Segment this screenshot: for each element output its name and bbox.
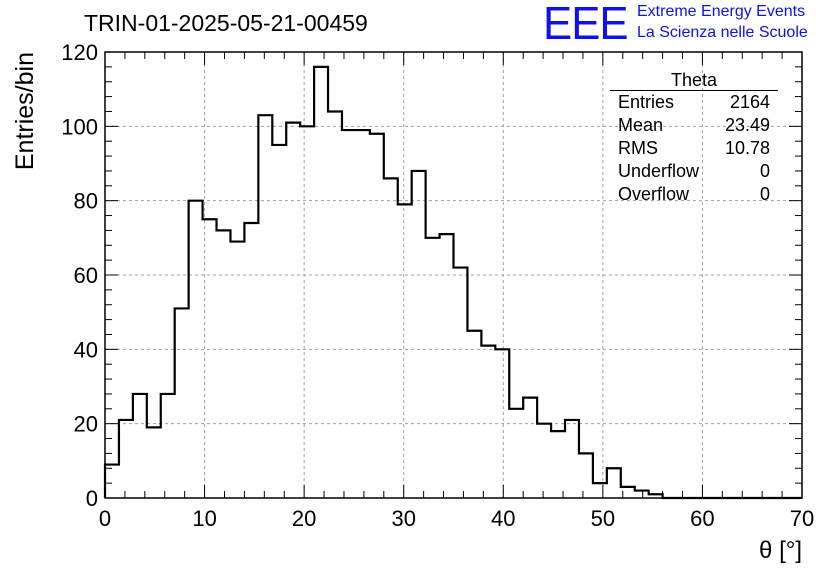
stats-value: 2164 xyxy=(729,92,770,112)
y-axis-label: Entries/bin xyxy=(11,52,39,170)
stats-label: RMS xyxy=(618,138,658,158)
histogram-bin xyxy=(579,453,593,498)
stats-row-underflow: Underflow 0 xyxy=(610,160,778,183)
histogram-bin xyxy=(161,394,175,498)
x-tick-label: 30 xyxy=(391,506,415,531)
histogram-bin xyxy=(370,134,384,498)
histogram-bin xyxy=(258,115,272,498)
x-tick-label: 60 xyxy=(690,506,714,531)
y-tick-label: 100 xyxy=(61,114,98,139)
stats-label: Mean xyxy=(618,115,664,135)
histogram-bin xyxy=(635,491,649,498)
stats-label: Overflow xyxy=(618,184,690,204)
y-tick-label: 120 xyxy=(61,40,98,65)
histogram-bin xyxy=(356,130,370,498)
y-tick-label: 80 xyxy=(74,189,98,214)
histogram-bin xyxy=(217,230,231,498)
stats-row-overflow: Overflow 0 xyxy=(610,183,778,206)
histogram-bin xyxy=(105,465,119,498)
histogram-bin xyxy=(467,331,481,498)
histogram-bin xyxy=(509,409,523,498)
y-tick-label: 0 xyxy=(86,486,98,511)
stats-label: Underflow xyxy=(618,161,700,181)
x-tick-label: 20 xyxy=(292,506,316,531)
histogram-bin xyxy=(175,308,189,498)
x-tick-label: 50 xyxy=(591,506,615,531)
histogram-bin xyxy=(426,238,440,498)
stats-row-rms: RMS 10.78 xyxy=(610,137,778,160)
histogram-bin xyxy=(119,420,133,498)
histogram-bin xyxy=(328,111,342,498)
stats-label: Entries xyxy=(618,92,675,112)
stats-row-entries: Entries 2164 xyxy=(610,91,778,114)
stats-value: 23.49 xyxy=(724,115,770,135)
histogram-bin xyxy=(523,398,537,498)
y-tick-label: 20 xyxy=(74,412,98,437)
histogram-bin xyxy=(412,171,426,498)
run-title: TRIN-01-2025-05-21-00459 xyxy=(84,10,368,36)
histogram-bin xyxy=(384,178,398,498)
y-tick-label: 40 xyxy=(74,337,98,362)
x-tick-label: 40 xyxy=(491,506,515,531)
histogram-bin xyxy=(593,483,607,498)
x-tick-label: 0 xyxy=(99,506,111,531)
plot-frame xyxy=(104,51,803,499)
x-tick-label: 10 xyxy=(192,506,216,531)
x-axis-label: θ [°] xyxy=(759,537,802,564)
histogram-bin xyxy=(454,268,468,498)
histogram-bin xyxy=(398,204,412,498)
eee-logo-line2: La Scienza nelle Scuole xyxy=(637,24,808,41)
histogram-bin xyxy=(537,424,551,498)
y-tick-label: 60 xyxy=(74,263,98,288)
histogram-bin xyxy=(286,123,300,498)
histogram-bin xyxy=(607,468,621,498)
x-tick-label: 70 xyxy=(790,506,814,531)
stats-value: 0 xyxy=(759,184,770,204)
histogram-bin xyxy=(481,346,495,498)
histogram-bin xyxy=(244,223,258,498)
eee-logo: EEE xyxy=(543,0,629,49)
stats-value: 10.78 xyxy=(724,138,770,158)
histogram-bin xyxy=(565,420,579,498)
histogram-bin xyxy=(147,427,161,498)
stats-row-mean: Mean 23.49 xyxy=(610,114,778,137)
histogram-bin xyxy=(551,431,565,498)
histogram-bin xyxy=(440,234,454,498)
histogram-outline xyxy=(103,65,802,500)
stats-title: Theta xyxy=(610,70,778,91)
histogram-bin xyxy=(314,67,328,498)
histogram-bin xyxy=(272,145,286,498)
stats-value: 0 xyxy=(759,161,770,181)
histogram-bin xyxy=(342,130,356,498)
histogram-bin xyxy=(133,394,147,498)
histogram-bin xyxy=(300,126,314,498)
stats-box: Theta Entries 2164 Mean 23.49 RMS 10.78 Underf… xyxy=(610,70,778,206)
histogram-bin xyxy=(230,242,244,498)
eee-logo-line1: Extreme Energy Events xyxy=(637,3,806,20)
